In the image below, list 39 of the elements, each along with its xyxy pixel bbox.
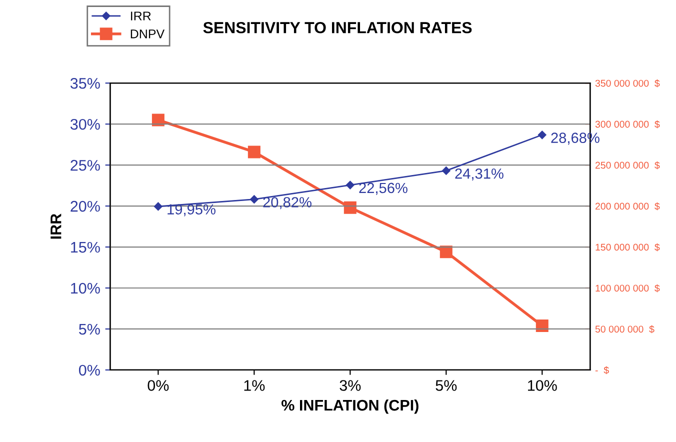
y-tick-label: 15%: [71, 242, 100, 253]
point: [250, 195, 258, 204]
point: [442, 166, 450, 175]
point: [346, 180, 354, 190]
point: [536, 319, 548, 332]
y-tick-label: 35%: [70, 78, 100, 89]
point: [152, 114, 164, 126]
y-tick-label: 5%: [78, 324, 100, 335]
x-tick-label: 10%: [528, 380, 557, 391]
y-tick-label: 10%: [71, 282, 100, 294]
y2-tick-label: 200 000 000 $: [596, 202, 660, 210]
chart-title: SENSITIVITY TO INFLATION RATES: [203, 22, 472, 34]
point: [344, 201, 356, 214]
y-tick-label: 25%: [70, 160, 100, 171]
y-tick-label: 0%: [78, 364, 100, 376]
x-axis-title: % INFLATION (CPI): [282, 399, 418, 414]
legend-label: DNPV: [130, 30, 165, 38]
point: [538, 130, 546, 140]
data-label: 19,95%: [168, 204, 216, 216]
y-axis-title: IRR: [50, 214, 62, 239]
y2-tick-label: 300 000 000 $: [595, 120, 660, 128]
y2-tick-label: - $: [595, 366, 609, 374]
y2-tick-label: 100 000 000 $: [596, 284, 660, 292]
x-tick-label: 0%: [148, 380, 169, 391]
y2-tick-label: 50 000 000 $: [595, 325, 654, 334]
x-tick-label: 5%: [436, 380, 457, 391]
point: [248, 146, 260, 158]
x-tick-label: 3%: [340, 380, 361, 391]
data-label: 24,31%: [455, 168, 504, 181]
x-tick-label: 1%: [244, 380, 265, 391]
y2-tick-label: 250 000 000 $: [596, 161, 660, 170]
point: [154, 202, 162, 211]
point: [440, 246, 452, 258]
y-tick-label: 30%: [70, 118, 100, 130]
y2-tick-label: 150 000 000 $: [596, 243, 660, 252]
y2-tick-label: 350 000 000 $: [595, 79, 660, 88]
legend-label: IRR: [131, 12, 151, 20]
y-tick-label: 20%: [70, 200, 100, 212]
data-label: 22,56%: [359, 182, 408, 195]
